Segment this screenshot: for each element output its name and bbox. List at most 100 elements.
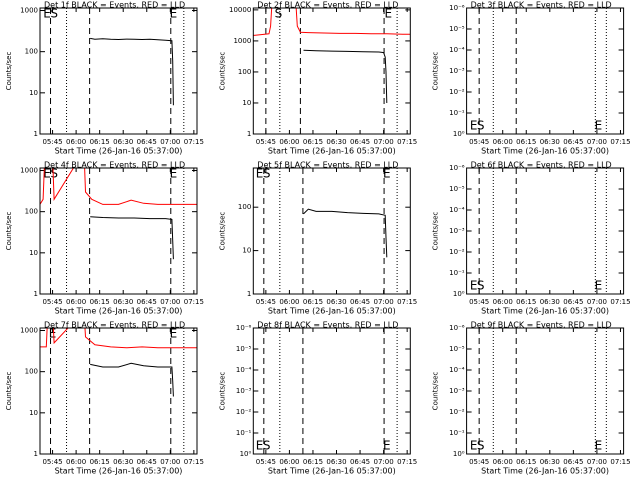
y-tick-label: 10⁻⁵ <box>449 345 465 353</box>
y-tick-label: 10⁻⁴ <box>449 206 465 214</box>
y-tick-label: 1000 <box>20 166 38 174</box>
y-tick-label: 10⁻⁴ <box>236 366 252 374</box>
y-axis-label: Counts/sec <box>5 52 13 91</box>
data-line <box>90 362 174 397</box>
y-tick-label: 10⁻³ <box>236 387 252 395</box>
y-tick-label: 10⁻³ <box>449 67 465 75</box>
x-tick-label: 07:15 <box>610 298 630 306</box>
x-tick-label: 06:00 <box>493 138 513 146</box>
y-tick-label: 10⁻² <box>236 408 252 416</box>
x-axis-label: Start Time (26-Jan-16 05:37:00) <box>55 307 183 316</box>
y-tick-label: 10⁻² <box>449 248 465 256</box>
panel: Det 4f BLACK = Events, RED = LLD Counts/s… <box>5 161 204 316</box>
y-axis-label: Counts/sec <box>218 372 226 411</box>
y-tick-label: 10 <box>29 249 38 257</box>
y-tick-label: 10⁻⁵ <box>449 185 465 193</box>
x-axis-label: Start Time (26-Jan-16 05:37:00) <box>268 307 396 316</box>
plot-frame <box>252 7 411 135</box>
annotation: E <box>470 279 478 293</box>
x-axis-label: Start Time (26-Jan-16 05:37:00) <box>55 467 183 476</box>
annotation: S <box>263 439 271 453</box>
panel-title: Det 8f BLACK = Events, RED = LLD <box>257 321 398 330</box>
annotation: E <box>43 7 51 21</box>
x-tick-label: 06:45 <box>137 138 157 146</box>
x-tick-label: 06:00 <box>66 458 86 466</box>
x-tick-label: 06:30 <box>326 138 346 146</box>
x-axis-label: Start Time (26-Jan-16 05:37:00) <box>481 467 609 476</box>
x-tick-label: 06:15 <box>90 298 110 306</box>
y-tick-label: 1 <box>247 290 251 298</box>
annotation: S <box>477 279 485 293</box>
data-line <box>90 216 174 260</box>
x-tick-label: 06:15 <box>516 298 536 306</box>
x-tick-label: 07:15 <box>397 458 417 466</box>
x-tick-label: 06:15 <box>90 138 110 146</box>
y-axis-label: Counts/sec <box>432 212 440 251</box>
y-tick-label: 100 <box>25 48 38 56</box>
x-tick-label: 06:00 <box>66 298 86 306</box>
x-axis-label: Start Time (26-Jan-16 05:37:00) <box>268 147 396 156</box>
annotation: E <box>256 167 264 181</box>
y-axis-label: Counts/sec <box>5 372 13 411</box>
x-tick-label: 07:15 <box>397 138 417 146</box>
y-tick-label: 10⁻⁴ <box>449 366 465 374</box>
y-tick-label: 100 <box>238 203 251 211</box>
panel-title: Det 2f BLACK = Events, RED = LLD <box>257 1 398 10</box>
panel-title: Det 6f BLACK = Events, RED = LLD <box>471 161 612 170</box>
y-tick-label: 10⁻¹ <box>449 109 465 117</box>
x-tick-label: 05:45 <box>42 458 62 466</box>
y-tick-label: 10⁻² <box>449 408 465 416</box>
x-tick-label: 06:45 <box>350 298 370 306</box>
annotation: E <box>43 167 51 181</box>
x-tick-label: 06:30 <box>326 298 346 306</box>
x-tick-label: 06:45 <box>350 138 370 146</box>
y-tick-label: 10⁻⁵ <box>449 25 465 33</box>
x-tick-label: 06:45 <box>137 458 157 466</box>
panel: Det 6f BLACK = Events, RED = LLD Counts/s… <box>432 161 631 316</box>
data-line <box>90 37 174 106</box>
x-tick-label: 07:15 <box>610 138 630 146</box>
x-tick-label: 05:45 <box>256 458 276 466</box>
x-tick-label: 05:45 <box>469 298 489 306</box>
y-tick-label: 10 <box>242 247 251 255</box>
y-tick-label: 10⁻¹ <box>236 429 252 437</box>
x-axis-label: Start Time (26-Jan-16 05:37:00) <box>481 147 609 156</box>
annotation: S <box>477 439 485 453</box>
panel-title: Det 9f BLACK = Events, RED = LLD <box>471 321 612 330</box>
data-line <box>303 208 388 258</box>
panel-title: Det 1f BLACK = Events, RED = LLD <box>44 1 185 10</box>
x-tick-label: 06:15 <box>303 458 323 466</box>
x-tick-label: 07:15 <box>184 298 204 306</box>
x-tick-label: 06:45 <box>137 298 157 306</box>
panel-title: Det 5f BLACK = Events, RED = LLD <box>257 161 398 170</box>
y-tick-label: 10⁻⁶ <box>236 324 252 332</box>
x-tick-label: 07:00 <box>587 298 607 306</box>
x-tick-label: 06:15 <box>303 298 323 306</box>
panel: Det 5f BLACK = Events, RED = LLD Counts/s… <box>218 161 417 316</box>
y-axis-label: Counts/sec <box>218 52 226 91</box>
annotation: S <box>263 167 271 181</box>
panel-title: Det 3f BLACK = Events, RED = LLD <box>471 1 612 10</box>
panel: Det 9f BLACK = Events, RED = LLD Counts/s… <box>432 321 631 476</box>
y-tick-label: 10⁻⁴ <box>449 46 465 54</box>
y-tick-label: 10 <box>242 99 251 107</box>
x-tick-label: 05:45 <box>256 298 276 306</box>
y-tick-label: 1 <box>34 450 38 458</box>
x-tick-label: 06:30 <box>540 458 560 466</box>
annotation: E <box>470 119 478 133</box>
x-tick-label: 07:00 <box>587 138 607 146</box>
x-tick-label: 06:00 <box>66 138 86 146</box>
y-tick-label: 100 <box>25 368 38 376</box>
x-tick-label: 07:00 <box>160 458 180 466</box>
y-tick-label: 10 <box>29 409 38 417</box>
x-tick-label: 07:00 <box>160 298 180 306</box>
x-tick-label: 06:45 <box>350 458 370 466</box>
y-tick-label: 10⁻⁶ <box>449 164 465 172</box>
data-line <box>40 328 197 349</box>
x-tick-label: 06:15 <box>516 458 536 466</box>
annotation: E <box>470 439 478 453</box>
annotation: S <box>275 7 283 21</box>
y-tick-label: 10⁻⁶ <box>449 324 465 332</box>
x-tick-label: 07:15 <box>397 298 417 306</box>
annotation: E <box>383 439 391 453</box>
